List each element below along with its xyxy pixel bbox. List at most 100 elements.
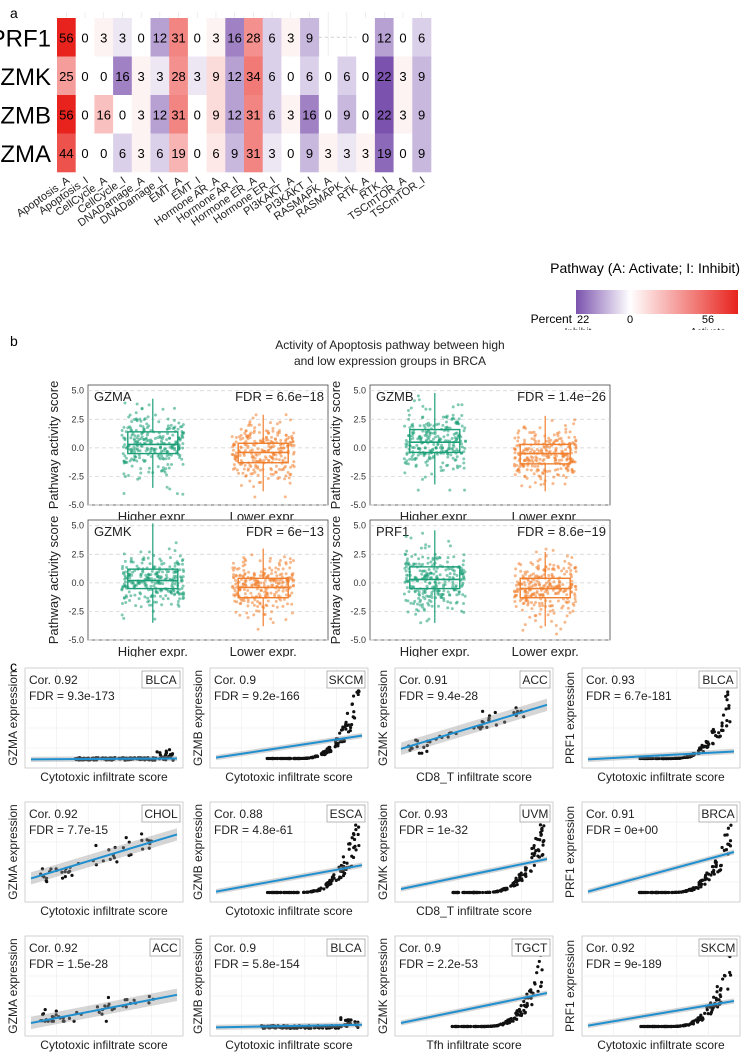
boxplot-point bbox=[463, 426, 467, 430]
boxplot-point bbox=[281, 567, 285, 571]
scatter-correlation-label: Cor. 0.91 bbox=[399, 673, 448, 687]
boxplot-point bbox=[120, 602, 124, 606]
boxplot-point bbox=[122, 472, 126, 476]
boxplot-ytick-label: 5.0 bbox=[71, 386, 84, 396]
scatter-point bbox=[351, 694, 356, 698]
boxplot-ytick-label: 0.0 bbox=[71, 443, 84, 453]
boxplot-point bbox=[276, 476, 280, 480]
boxplot-point bbox=[432, 572, 436, 576]
boxplot-point bbox=[174, 541, 178, 545]
boxplot-point bbox=[131, 581, 135, 585]
boxplot-point bbox=[252, 429, 256, 433]
boxplot-point bbox=[278, 420, 282, 424]
boxplot-ytick-label: -2.5 bbox=[350, 471, 366, 481]
boxplot-point bbox=[423, 546, 427, 550]
boxplot-point bbox=[533, 434, 537, 438]
boxplot-point bbox=[244, 474, 248, 478]
boxplot-point bbox=[130, 573, 134, 577]
scatter-point bbox=[422, 745, 426, 749]
heatmap-cell bbox=[150, 95, 170, 134]
heatmap-cell-value: 25 bbox=[59, 69, 73, 84]
boxplot-point bbox=[239, 445, 243, 449]
heatmap-cell bbox=[374, 56, 394, 96]
boxplot-point bbox=[528, 485, 532, 489]
boxplot-point bbox=[462, 553, 466, 557]
boxplot-point bbox=[160, 454, 164, 458]
boxplot-point bbox=[232, 463, 236, 467]
scatter-trend-line bbox=[30, 757, 178, 761]
scatter-point bbox=[356, 1020, 360, 1024]
boxplot-point bbox=[263, 590, 267, 594]
scatter-point bbox=[542, 839, 546, 843]
boxplot-point bbox=[251, 459, 255, 463]
scatter-point bbox=[646, 1024, 650, 1029]
boxplot-point bbox=[454, 584, 458, 588]
boxplot-point bbox=[559, 627, 563, 631]
boxplot-point bbox=[421, 555, 425, 559]
scatter-point bbox=[100, 1012, 104, 1016]
boxplot-point bbox=[290, 611, 294, 615]
boxplot-point bbox=[139, 592, 143, 596]
heatmap-cell bbox=[318, 133, 338, 173]
scatter-point bbox=[725, 833, 729, 837]
boxplot-point bbox=[416, 453, 420, 457]
scatter-xlabel: CD8_T infiltrate score bbox=[416, 770, 532, 784]
scatter-point bbox=[337, 865, 341, 869]
boxplot-point bbox=[538, 557, 542, 561]
heatmap-cell bbox=[393, 133, 413, 173]
boxplot-point bbox=[530, 464, 534, 468]
boxplot-point bbox=[271, 604, 275, 608]
boxplot-point bbox=[157, 456, 161, 460]
boxplot-ytick-label: -2.5 bbox=[350, 606, 366, 616]
boxplot-point bbox=[266, 476, 270, 480]
boxplot-point bbox=[451, 583, 455, 587]
boxplot-point bbox=[257, 423, 261, 427]
scatter-ylabel: GZMK expression bbox=[376, 938, 390, 1034]
boxplot-point bbox=[123, 580, 127, 584]
boxplot-point bbox=[181, 591, 185, 595]
boxplot-ytick-label: 2.5 bbox=[353, 414, 366, 424]
boxplot-point bbox=[252, 603, 256, 607]
scatter-fdr-label: FDR = 6.7e-181 bbox=[586, 689, 672, 703]
boxplot-point bbox=[446, 455, 450, 459]
boxplot-point bbox=[549, 584, 553, 588]
boxplot-point bbox=[569, 563, 573, 567]
heatmap-cell-value: 22 bbox=[377, 107, 391, 122]
scatter-point bbox=[651, 1024, 655, 1029]
boxplot-point bbox=[170, 581, 174, 585]
heatmap-cell bbox=[169, 95, 189, 134]
boxplot-point bbox=[277, 467, 281, 471]
boxplot-point bbox=[246, 589, 250, 593]
boxplot-ytick-label: 0.0 bbox=[353, 443, 366, 453]
boxplot-point bbox=[417, 592, 421, 596]
boxplot-point bbox=[177, 421, 181, 425]
boxplot-point bbox=[547, 579, 551, 583]
boxplot-point bbox=[136, 477, 140, 481]
boxplot-point bbox=[530, 593, 534, 597]
boxplot-point bbox=[181, 492, 185, 496]
boxplot-point bbox=[267, 444, 271, 448]
boxplot-point bbox=[530, 448, 534, 452]
scatter-point bbox=[54, 1009, 58, 1013]
boxplot-point bbox=[253, 443, 257, 447]
boxplot-point bbox=[279, 446, 283, 450]
boxplot-point bbox=[173, 549, 177, 553]
boxplot-point bbox=[463, 594, 467, 598]
scatter-point bbox=[168, 752, 173, 757]
heatmap-cell bbox=[150, 18, 170, 57]
boxplot-point bbox=[174, 440, 178, 444]
boxplot-point bbox=[266, 431, 270, 435]
scatter-point bbox=[523, 1010, 527, 1015]
boxplot-point bbox=[180, 587, 184, 591]
boxplot-point bbox=[538, 475, 542, 479]
boxplot-point bbox=[415, 608, 419, 612]
boxplot-point bbox=[278, 578, 282, 582]
boxplot-point bbox=[149, 573, 153, 577]
boxplot-point bbox=[165, 438, 169, 442]
scatter-point bbox=[712, 872, 716, 876]
boxplot-ytick-label: 5.0 bbox=[353, 521, 366, 531]
